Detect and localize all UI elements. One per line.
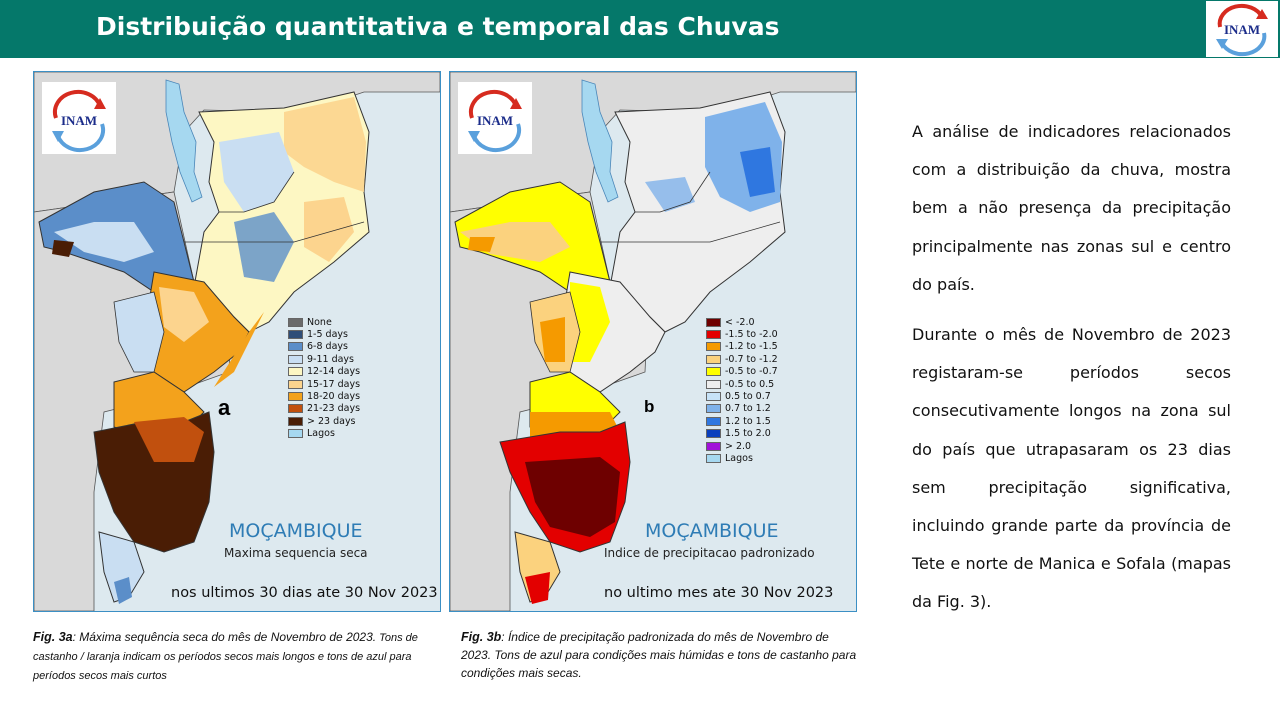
legend-item: -0.7 to -1.2 [706,353,778,365]
caption-text-detail: Tons de castanho / laranja indicam os pe… [33,632,418,682]
legend-swatch [288,354,303,364]
legend-label: > 23 days [307,415,356,427]
legend-label: 21-23 days [307,403,361,415]
legend-item: 21-23 days [288,403,360,415]
legend-item: 9-11 days [288,353,360,365]
map-period: nos ultimos 30 dias ate 30 Nov 2023 [171,585,438,601]
legend-label: -1.5 to -2.0 [725,329,778,341]
legend-item: 0.5 to 0.7 [706,390,778,402]
legend-swatch [706,441,721,451]
caption-fig-label: Fig. 3a [33,630,73,644]
svg-text:INAM: INAM [477,113,513,128]
legend-item: None [288,316,360,328]
legend-item: 6-8 days [288,341,360,353]
legend-item: -0.5 to 0.5 [706,378,778,390]
legend-swatch [288,367,303,377]
inam-logo: INAM [1206,1,1278,57]
legend-item: -0.5 to -0.7 [706,366,778,378]
legend-label: 15-17 days [307,378,361,390]
legend-label: None [307,316,332,328]
legend-item: 1.5 to 2.0 [706,428,778,440]
figure-caption-b: Fig. 3b: Índice de precipitação padroniz… [461,628,861,682]
map-subtitle: Indice de precipitacao padronizado [604,546,815,560]
analysis-text: A análise de indicadores relacionados co… [912,113,1231,634]
legend-swatch [706,317,721,327]
panel-letter: a [218,395,231,420]
legend-swatch [288,379,303,389]
map-period: no ultimo mes ate 30 Nov 2023 [604,585,834,601]
legend-swatch [706,453,721,463]
caption-text: : Máxima sequência seca do mês de Novemb… [72,630,377,644]
legend-label: -0.7 to -1.2 [725,353,778,365]
legend-swatch [706,379,721,389]
legend-swatch [706,416,721,426]
legend-label: 1.2 to 1.5 [725,415,771,427]
panel-letter: b [644,397,655,416]
dry-spell-legend: None 1-5 days 6-8 days 9-11 days 12-14 days 1… [288,316,360,440]
legend-label: 6-8 days [307,341,348,353]
legend-swatch [288,342,303,352]
analysis-paragraph-1: A análise de indicadores relacionados co… [912,122,1231,294]
legend-item: 0.7 to 1.2 [706,403,778,415]
legend-item: -1.5 to -2.0 [706,328,778,340]
legend-swatch [288,317,303,327]
legend-label: 0.5 to 0.7 [725,391,771,403]
legend-item: 18-20 days [288,390,360,402]
legend-item: > 2.0 [706,440,778,452]
legend-item: 1.2 to 1.5 [706,415,778,427]
legend-swatch [288,429,303,439]
legend-label: 1.5 to 2.0 [725,428,771,440]
figure-caption-a: Fig. 3a: Máxima sequência seca do mês de… [33,628,433,685]
legend-label: -0.5 to -0.7 [725,366,778,378]
legend-swatch [288,416,303,426]
legend-item: 15-17 days [288,378,360,390]
caption-fig-label: Fig. 3b [461,630,502,644]
legend-label: < -2.0 [725,316,755,328]
svg-text:INAM: INAM [1224,22,1260,37]
legend-item: 1-5 days [288,328,360,340]
spi-map-panel: INAM < -2.0 -1.5 to -2.0 -1.2 to -1.5 -0.7 … [449,71,857,612]
legend-item: 12-14 days [288,366,360,378]
legend-label: 1-5 days [307,329,348,341]
legend-item: Lagos [288,428,360,440]
legend-label: > 2.0 [725,440,752,452]
map-subtitle: Maxima sequencia seca [224,546,368,560]
legend-swatch [706,330,721,340]
legend-swatch [706,342,721,352]
legend-label: 12-14 days [307,366,361,378]
legend-label: 9-11 days [307,353,355,365]
page-title: Distribuição quantitativa e temporal das… [96,12,780,41]
legend-swatch [706,367,721,377]
legend-label: 18-20 days [307,391,361,403]
legend-swatch [288,392,303,402]
dry-spell-map [34,72,440,611]
legend-label: -1.2 to -1.5 [725,341,778,353]
svg-text:INAM: INAM [61,113,97,128]
spi-map [450,72,856,611]
caption-text: : Índice de precipitação padronizada do … [461,630,857,680]
dry-spell-map-panel: INAM None 1-5 days 6-8 days 9-11 days 12-14 … [33,71,441,612]
legend-label: 0.7 to 1.2 [725,403,771,415]
legend-swatch [288,330,303,340]
header-bar: Distribuição quantitativa e temporal das… [0,0,1280,58]
legend-swatch [706,404,721,414]
legend-label: -0.5 to 0.5 [725,378,775,390]
inam-logo: INAM [458,82,532,154]
legend-label: Lagos [725,452,753,464]
analysis-paragraph-2: Durante o mês de Novembro de 2023 regist… [912,325,1231,612]
country-label: MOÇAMBIQUE [645,520,779,542]
legend-swatch [706,392,721,402]
legend-label: Lagos [307,428,335,440]
legend-item: > 23 days [288,415,360,427]
spi-legend: < -2.0 -1.5 to -2.0 -1.2 to -1.5 -0.7 to -1… [706,316,778,465]
legend-swatch [706,354,721,364]
legend-swatch [288,404,303,414]
country-label: MOÇAMBIQUE [229,520,363,542]
legend-item: -1.2 to -1.5 [706,341,778,353]
legend-item: Lagos [706,452,778,464]
inam-logo: INAM [42,82,116,154]
legend-swatch [706,429,721,439]
legend-item: < -2.0 [706,316,778,328]
